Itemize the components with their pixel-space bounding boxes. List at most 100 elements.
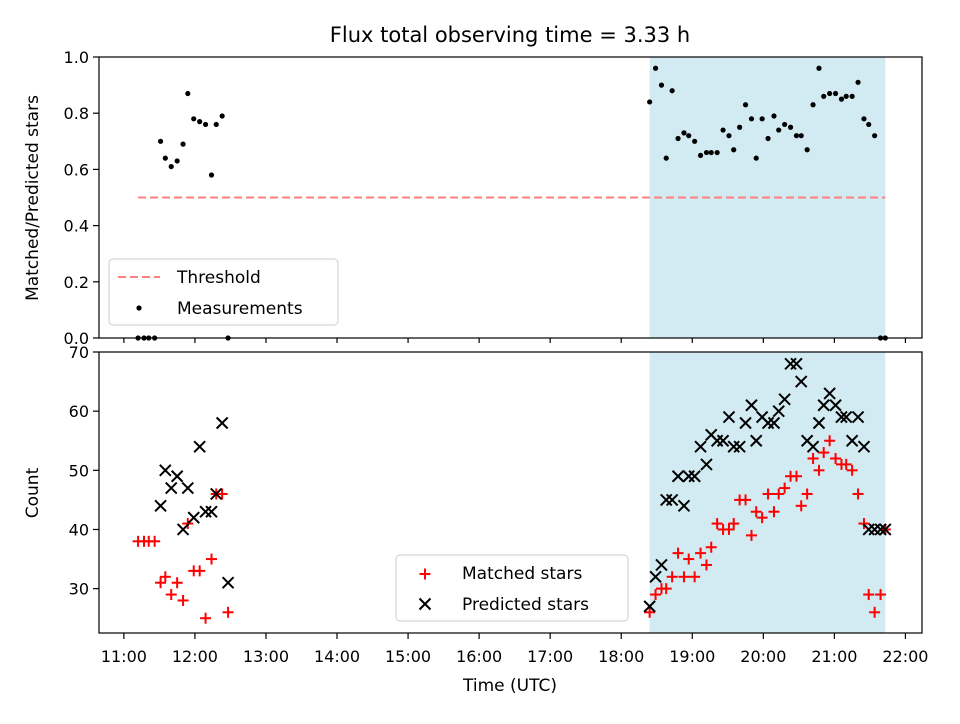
measurement-point [726, 133, 732, 139]
x-tick-label: 16:00 [456, 647, 502, 666]
predicted-star-point [745, 399, 758, 412]
matched-star-point [194, 565, 206, 577]
predicted-star-point [210, 487, 223, 501]
predicted-star-point [165, 481, 178, 495]
measurement-point [838, 96, 845, 102]
axes-frame [98, 56, 923, 339]
measurement-point [197, 119, 203, 125]
matched-star-point [678, 571, 690, 583]
matched-star-point [171, 577, 183, 589]
measurement-point [866, 121, 872, 128]
predicted-star-point [199, 505, 212, 518]
measurement-point [675, 135, 681, 142]
measurement-point [185, 90, 191, 97]
predicted-star-point [688, 470, 701, 483]
predicted-star-point [649, 570, 662, 584]
measurement-point [213, 121, 219, 128]
y-tick-label: 50 [69, 461, 89, 480]
predicted-star-point [767, 416, 781, 430]
measurement-point [652, 65, 659, 71]
matched-star-point [683, 553, 695, 565]
measurement-point [872, 133, 878, 139]
predicted-star-point [643, 600, 656, 613]
legend-top: Threshold Measurements [108, 258, 339, 326]
matched-star-point [159, 571, 171, 583]
measurement-point [180, 141, 186, 147]
x-axis-label: Time (UTC) [462, 676, 557, 696]
predicted-star-point [700, 458, 713, 471]
measurement-point [810, 102, 816, 108]
matched-star-point [222, 606, 234, 618]
measurement-point [686, 133, 692, 139]
matched-star-point [672, 547, 684, 559]
predicted-star-point [879, 523, 892, 536]
predicted-star-point [806, 440, 820, 453]
matched-star-point [830, 452, 842, 464]
predicted-star-point [665, 493, 679, 507]
predicted-star-point [840, 410, 853, 424]
matched-star-point [155, 577, 167, 589]
measurement-point [832, 90, 839, 97]
matched-star-point [863, 589, 875, 601]
legend-label: Predicted stars [462, 595, 589, 615]
matched-star-point [768, 506, 780, 518]
measurement-point [663, 155, 669, 161]
measurement-point [827, 90, 833, 97]
measurement-point [720, 127, 726, 133]
matched-star-point [762, 488, 774, 500]
matched-star-point [875, 589, 887, 601]
matched-star-point [790, 470, 802, 482]
measurement-point [787, 124, 794, 130]
predicted-star-point [221, 576, 235, 589]
matched-star-point [165, 589, 177, 601]
measurement-point [174, 158, 180, 164]
matched-star-point [846, 464, 858, 476]
chart-title: Flux total observing time = 3.33 h [330, 23, 690, 47]
predicted-star-point [418, 597, 432, 611]
predicted-star-point [823, 387, 836, 400]
measurement-point [782, 121, 788, 128]
measurement-point [804, 147, 810, 153]
matched-star-point [216, 488, 228, 500]
predicted-star-point [845, 434, 859, 447]
x-tick-label: 12:00 [172, 647, 218, 666]
predicted-star-point [215, 416, 229, 430]
measurement-point [753, 155, 759, 161]
matched-star-point [773, 488, 785, 500]
matched-star-point [149, 535, 161, 547]
matched-star-point [740, 494, 752, 506]
predicted-star-point [716, 434, 730, 447]
measurement-point [162, 155, 168, 161]
predicted-star-point [655, 558, 668, 572]
legend-label: Matched stars [462, 564, 582, 584]
predicted-star-point [694, 440, 707, 453]
x-tick-label: 22:00 [882, 647, 928, 666]
measurement-point [855, 79, 861, 85]
matched-star-point [711, 518, 723, 530]
y-tick-label: 0.0 [64, 329, 89, 348]
measurement-point [658, 82, 665, 88]
y-tick-label: 30 [69, 580, 89, 599]
matched-star-point [818, 447, 830, 459]
matched-star-point [824, 435, 836, 447]
measurement-point [765, 135, 771, 142]
predicted-star-point [857, 440, 871, 453]
matched-star-point [795, 500, 807, 512]
matched-star-point [807, 452, 819, 464]
ratio-panel: 0.0 0.2 0.4 0.6 0.8 1.0 Threshold Measurements [64, 48, 923, 348]
x-tick-label: 15:00 [385, 647, 431, 666]
measurement-point [191, 116, 197, 122]
measurement-point [731, 147, 737, 153]
matched-star-point [666, 571, 678, 583]
x-tick-label: 14:00 [314, 647, 360, 666]
predicted-star-point [874, 523, 887, 536]
bottom-ylabel: Count [23, 467, 43, 518]
measurement-point [681, 130, 687, 136]
measurement-point [202, 121, 209, 128]
y-tick-label: 70 [69, 343, 89, 362]
measurement-point [861, 116, 867, 122]
matched-star-point [700, 559, 712, 571]
measurement-point [669, 88, 675, 94]
